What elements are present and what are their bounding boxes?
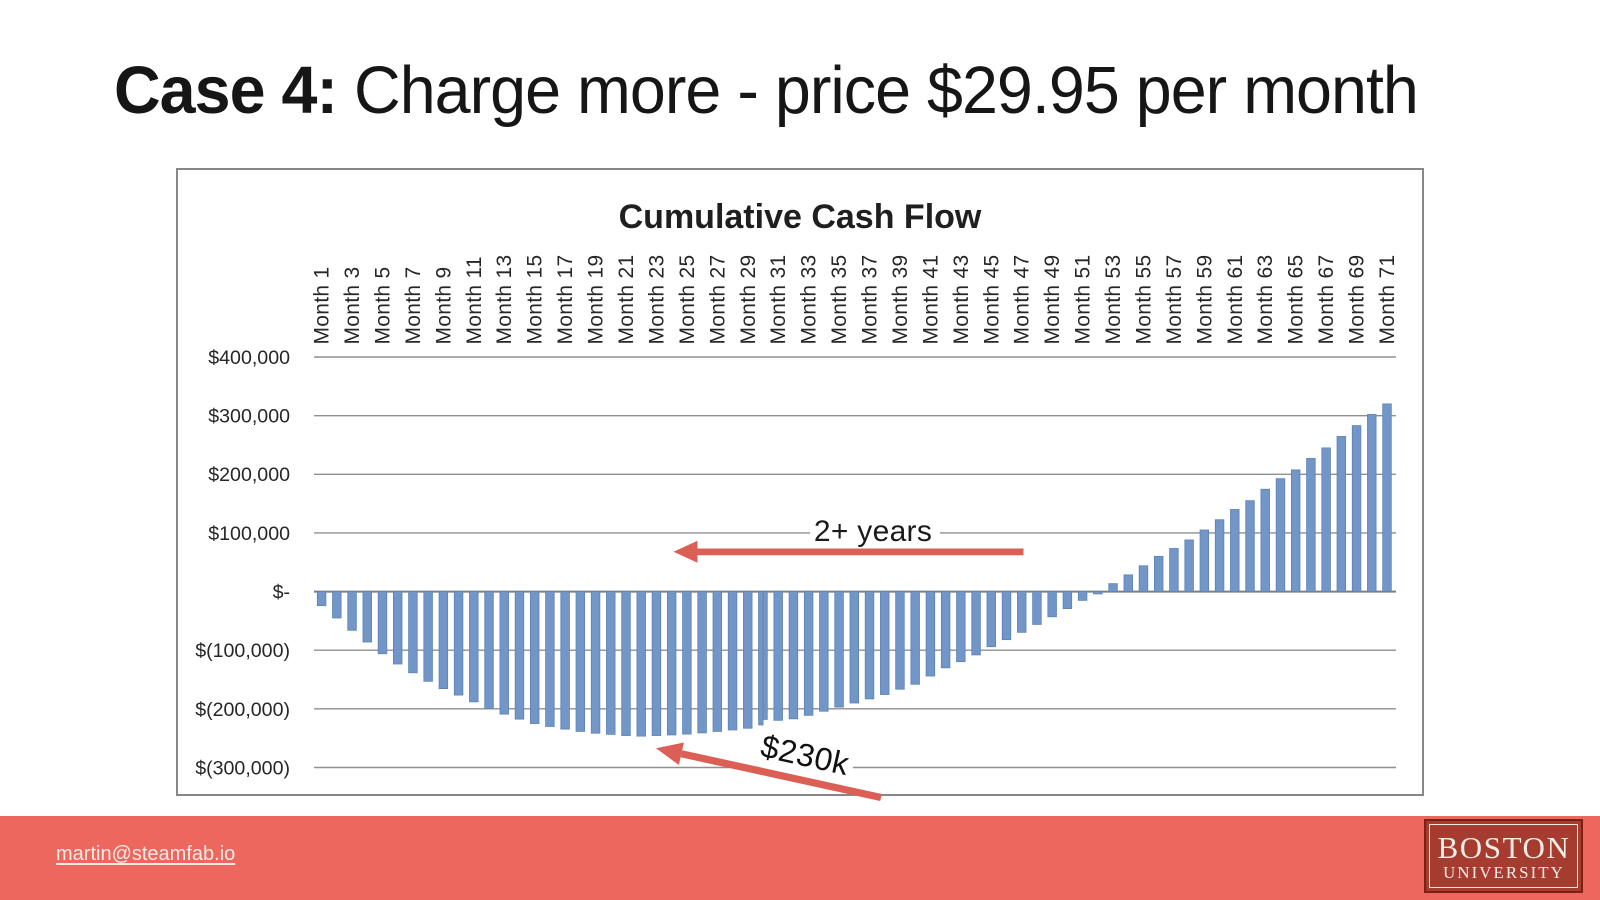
svg-text:Month 53: Month 53 [1102,255,1125,345]
svg-text:Month 3: Month 3 [341,267,364,345]
svg-text:Month 17: Month 17 [554,255,577,345]
svg-text:Month 23: Month 23 [645,255,668,345]
svg-text:2+ years: 2+ years [814,515,932,548]
svg-text:Month 61: Month 61 [1224,255,1247,345]
svg-text:Month 7: Month 7 [402,267,425,345]
svg-text:Month 25: Month 25 [676,255,699,345]
svg-text:Month 55: Month 55 [1132,255,1155,345]
svg-text:$400,000: $400,000 [208,347,290,369]
svg-text:Month 57: Month 57 [1163,255,1186,345]
svg-text:Month 63: Month 63 [1254,255,1277,345]
svg-text:Month 13: Month 13 [493,255,516,345]
svg-text:Month 5: Month 5 [371,267,394,345]
svg-text:Month 41: Month 41 [919,255,942,345]
svg-text:Month 71: Month 71 [1376,255,1399,345]
svg-text:$(300,000): $(300,000) [195,757,290,779]
svg-text:$300,000: $300,000 [208,406,290,428]
svg-text:Month 9: Month 9 [432,267,455,345]
svg-text:Month 19: Month 19 [585,255,608,345]
svg-text:Month 59: Month 59 [1193,255,1216,345]
svg-text:$-: $- [273,581,290,603]
svg-text:Month 45: Month 45 [980,255,1003,345]
svg-text:Month 33: Month 33 [798,255,821,345]
svg-text:$100,000: $100,000 [208,523,290,545]
svg-text:Month 43: Month 43 [950,255,973,345]
svg-text:Month 1: Month 1 [311,267,334,345]
svg-text:Month 31: Month 31 [767,255,790,345]
svg-text:Month 49: Month 49 [1041,255,1064,345]
svg-text:Month 69: Month 69 [1346,255,1369,345]
svg-text:$200,000: $200,000 [208,464,290,486]
svg-text:Month 21: Month 21 [615,255,638,345]
svg-text:Month 37: Month 37 [859,255,882,345]
svg-text:Month 67: Month 67 [1315,255,1338,345]
svg-text:Month 35: Month 35 [828,255,851,345]
svg-text:Month 65: Month 65 [1285,255,1308,345]
svg-text:Month 47: Month 47 [1011,255,1034,345]
svg-text:$(100,000): $(100,000) [195,640,290,662]
svg-text:Month 27: Month 27 [706,255,729,345]
svg-text:Cumulative Cash Flow: Cumulative Cash Flow [619,198,982,236]
svg-text:Month 39: Month 39 [889,255,912,345]
svg-text:Month 11: Month 11 [463,256,486,344]
svg-text:$(200,000): $(200,000) [195,699,290,721]
svg-text:Month 15: Month 15 [524,255,547,345]
svg-text:Month 51: Month 51 [1072,255,1095,345]
svg-text:Month 29: Month 29 [737,255,760,345]
